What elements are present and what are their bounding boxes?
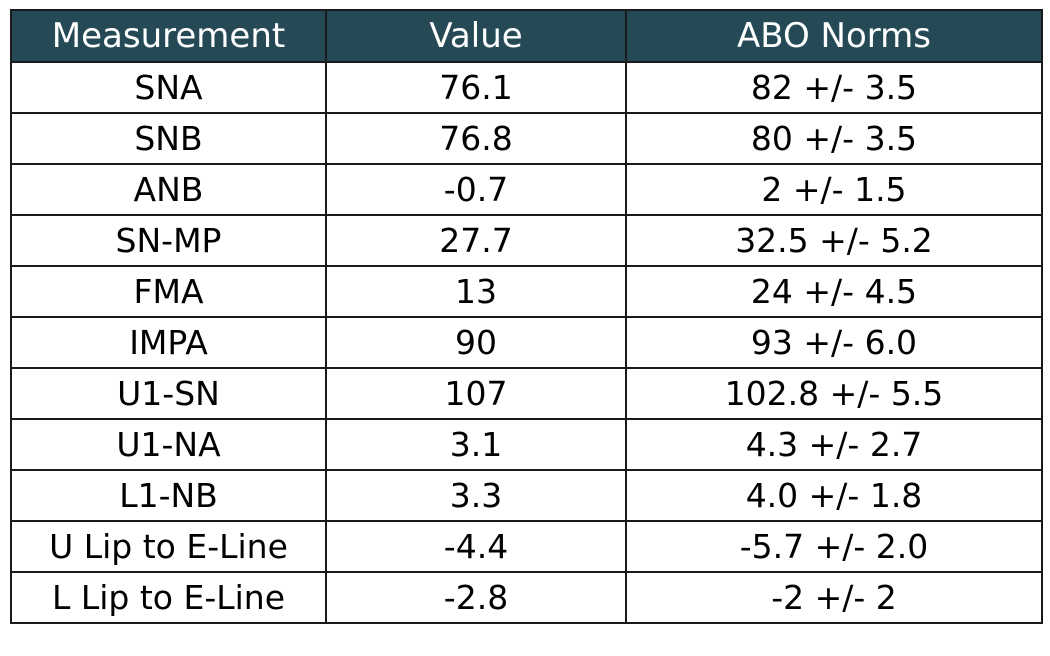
table-row: U Lip to E-Line -4.4 -5.7 +/- 2.0 xyxy=(10,520,1043,573)
cell-measurement: IMPA xyxy=(10,316,327,369)
cell-measurement: U Lip to E-Line xyxy=(10,520,327,573)
cell-norm: 4.0 +/- 1.8 xyxy=(625,469,1043,522)
table-row: U1-NA 3.1 4.3 +/- 2.7 xyxy=(10,418,1043,471)
cell-norm: 102.8 +/- 5.5 xyxy=(625,367,1043,420)
cell-measurement: U1-NA xyxy=(10,418,327,471)
header-value: Value xyxy=(325,9,627,63)
cell-measurement: L Lip to E-Line xyxy=(10,571,327,624)
cell-norm: 93 +/- 6.0 xyxy=(625,316,1043,369)
header-measurement: Measurement xyxy=(10,9,327,63)
cell-measurement: FMA xyxy=(10,265,327,318)
table-row: SN-MP 27.7 32.5 +/- 5.2 xyxy=(10,214,1043,267)
cell-value: 107 xyxy=(325,367,627,420)
cell-value: 76.1 xyxy=(325,61,627,114)
cell-value: 76.8 xyxy=(325,112,627,165)
cell-value: -2.8 xyxy=(325,571,627,624)
cephalometric-table: Measurement Value ABO Norms SNA 76.1 82 … xyxy=(10,9,1043,624)
cell-measurement: L1-NB xyxy=(10,469,327,522)
cell-norm: -5.7 +/- 2.0 xyxy=(625,520,1043,573)
cell-measurement: U1-SN xyxy=(10,367,327,420)
table-header: Measurement Value ABO Norms xyxy=(10,9,1043,63)
table-row: FMA 13 24 +/- 4.5 xyxy=(10,265,1043,318)
cell-norm: -2 +/- 2 xyxy=(625,571,1043,624)
cell-measurement: SN-MP xyxy=(10,214,327,267)
cell-norm: 80 +/- 3.5 xyxy=(625,112,1043,165)
cell-value: 90 xyxy=(325,316,627,369)
table-row: IMPA 90 93 +/- 6.0 xyxy=(10,316,1043,369)
cell-measurement: SNB xyxy=(10,112,327,165)
cell-norm: 32.5 +/- 5.2 xyxy=(625,214,1043,267)
table-row: ANB -0.7 2 +/- 1.5 xyxy=(10,163,1043,216)
table-body: SNA 76.1 82 +/- 3.5 SNB 76.8 80 +/- 3.5 … xyxy=(10,61,1043,624)
cell-norm: 82 +/- 3.5 xyxy=(625,61,1043,114)
cell-norm: 24 +/- 4.5 xyxy=(625,265,1043,318)
table-row: SNA 76.1 82 +/- 3.5 xyxy=(10,61,1043,114)
table-row: L1-NB 3.3 4.0 +/- 1.8 xyxy=(10,469,1043,522)
table-row: SNB 76.8 80 +/- 3.5 xyxy=(10,112,1043,165)
cell-value: -0.7 xyxy=(325,163,627,216)
table-row: U1-SN 107 102.8 +/- 5.5 xyxy=(10,367,1043,420)
cell-measurement: SNA xyxy=(10,61,327,114)
header-abo-norms: ABO Norms xyxy=(625,9,1043,63)
header-row: Measurement Value ABO Norms xyxy=(10,9,1043,63)
cell-value: 13 xyxy=(325,265,627,318)
table-row: L Lip to E-Line -2.8 -2 +/- 2 xyxy=(10,571,1043,624)
cell-norm: 2 +/- 1.5 xyxy=(625,163,1043,216)
cell-value: 3.1 xyxy=(325,418,627,471)
cell-value: 27.7 xyxy=(325,214,627,267)
cell-norm: 4.3 +/- 2.7 xyxy=(625,418,1043,471)
cell-measurement: ANB xyxy=(10,163,327,216)
cell-value: -4.4 xyxy=(325,520,627,573)
cell-value: 3.3 xyxy=(325,469,627,522)
